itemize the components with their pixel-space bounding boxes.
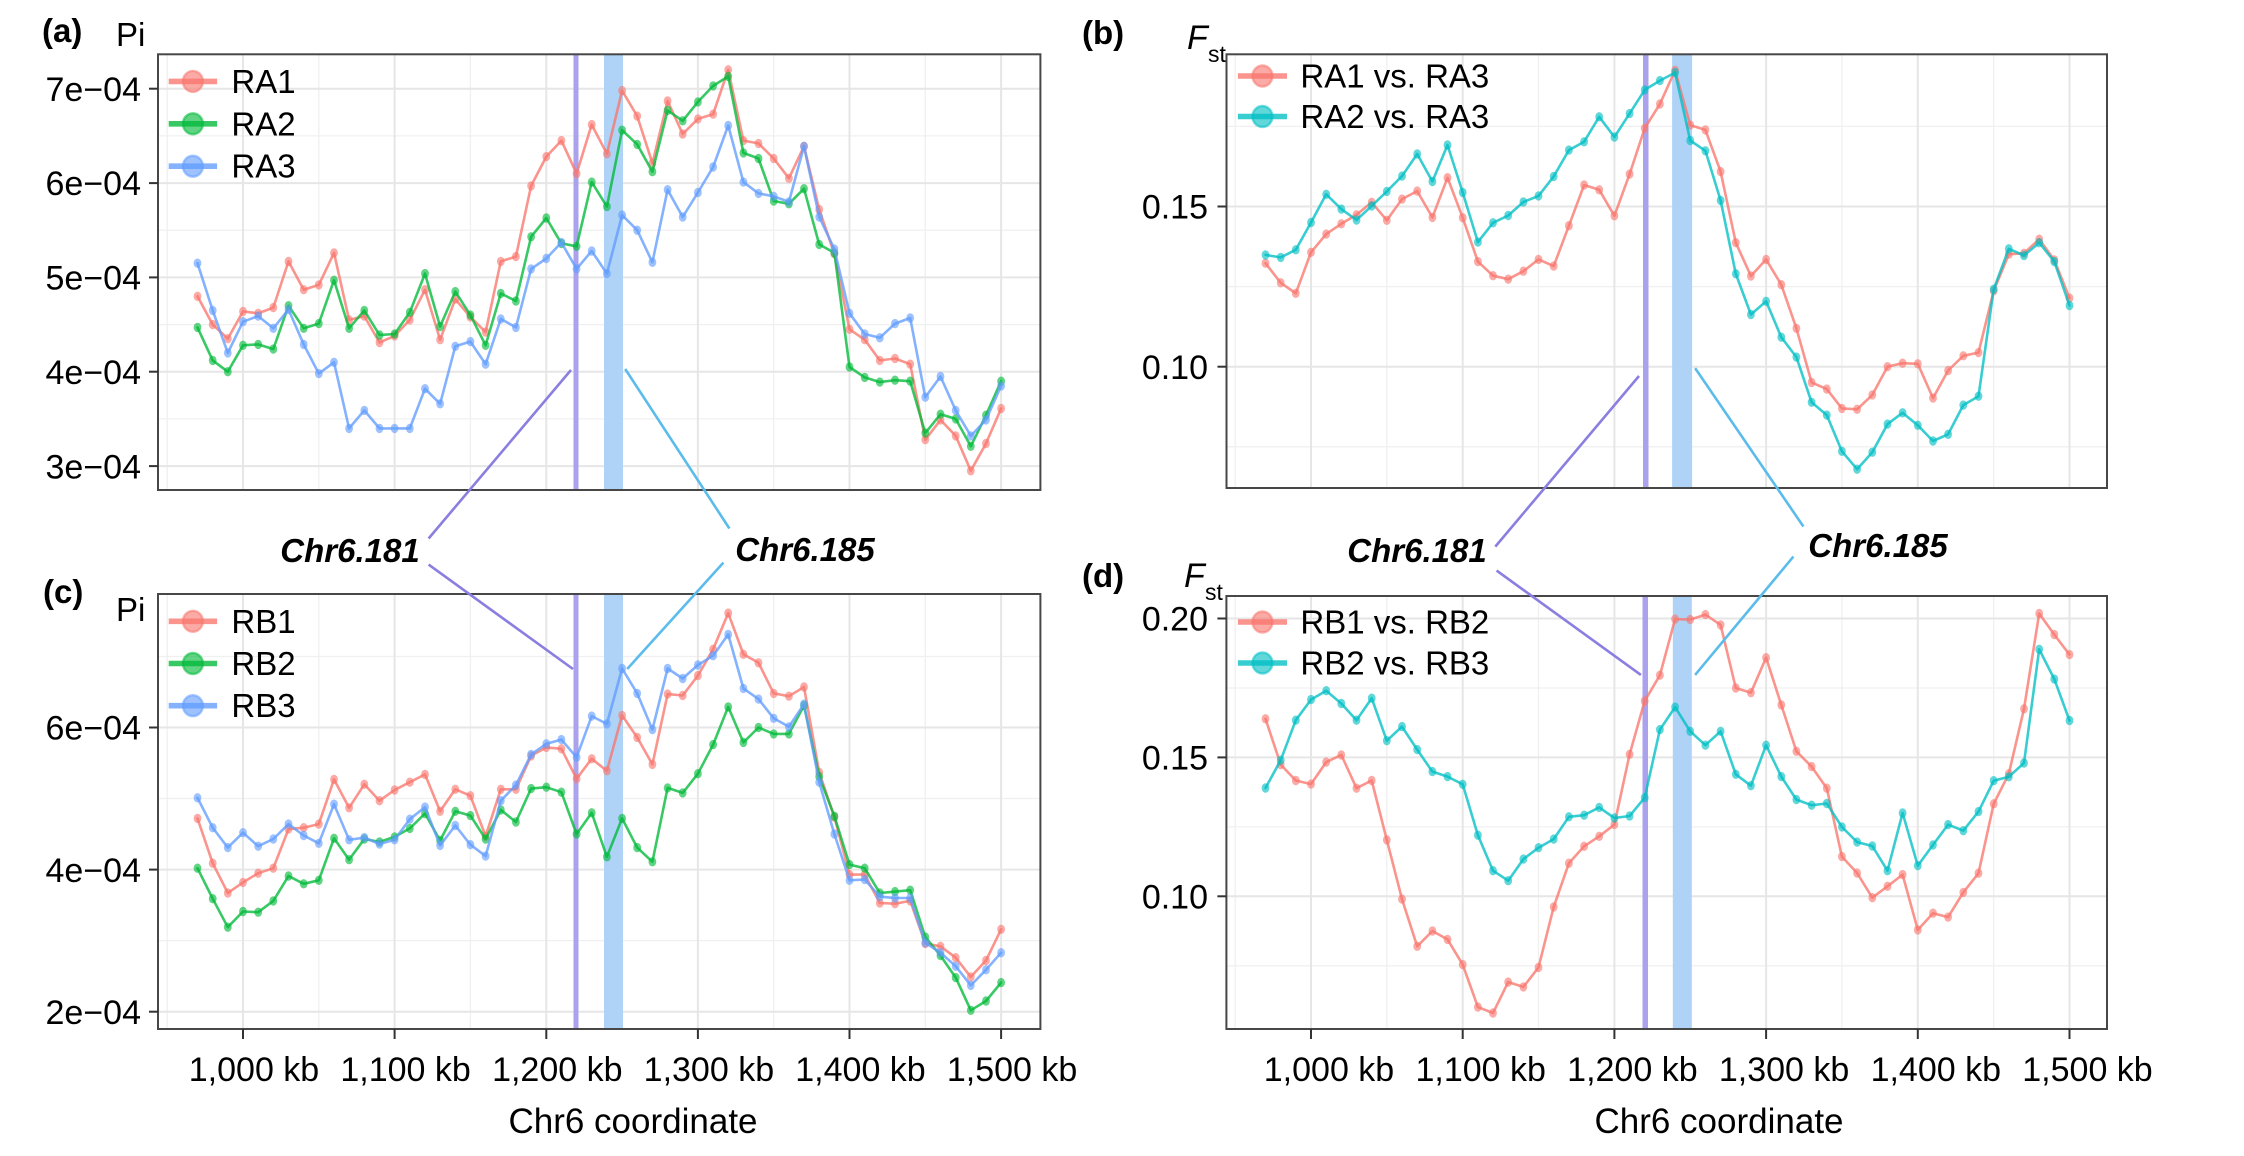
svg-text:0.10: 0.10 xyxy=(1142,349,1208,387)
svg-text:RB3: RB3 xyxy=(231,687,295,724)
svg-text:1,500 kb: 1,500 kb xyxy=(947,1051,1077,1089)
svg-text:1,500 kb: 1,500 kb xyxy=(2022,1051,2152,1089)
svg-text:Chr6 coordinate: Chr6 coordinate xyxy=(508,1102,757,1141)
svg-text:RB1 vs. RB2: RB1 vs. RB2 xyxy=(1300,604,1489,641)
svg-text:(d): (d) xyxy=(1082,557,1124,594)
svg-text:RA1 vs. RA3: RA1 vs. RA3 xyxy=(1300,58,1489,95)
svg-text:Chr6.181: Chr6.181 xyxy=(1347,532,1486,569)
svg-text:6e−04: 6e−04 xyxy=(46,710,142,748)
svg-text:6e−04: 6e−04 xyxy=(46,165,142,203)
svg-text:0.10: 0.10 xyxy=(1142,879,1208,917)
svg-text:0.15: 0.15 xyxy=(1142,189,1208,227)
svg-text:5e−04: 5e−04 xyxy=(46,260,142,298)
svg-text:RA2 vs. RA3: RA2 vs. RA3 xyxy=(1300,98,1489,135)
svg-text:RB2 vs. RB3: RB2 vs. RB3 xyxy=(1300,645,1489,682)
svg-text:(c): (c) xyxy=(43,573,83,610)
svg-text:0.15: 0.15 xyxy=(1142,740,1208,778)
svg-text:RB2: RB2 xyxy=(231,645,295,682)
svg-text:Chr6.181: Chr6.181 xyxy=(280,532,419,569)
svg-text:RA3: RA3 xyxy=(231,148,295,185)
svg-text:1,200 kb: 1,200 kb xyxy=(492,1051,622,1089)
svg-text:st: st xyxy=(1208,41,1227,67)
svg-text:Pi: Pi xyxy=(116,591,145,628)
svg-text:1,400 kb: 1,400 kb xyxy=(795,1051,925,1089)
svg-text:2e−04: 2e−04 xyxy=(46,994,142,1032)
svg-text:1,300 kb: 1,300 kb xyxy=(1719,1051,1849,1089)
svg-text:7e−04: 7e−04 xyxy=(46,71,142,109)
svg-text:1,100 kb: 1,100 kb xyxy=(1415,1051,1545,1089)
svg-text:1,000 kb: 1,000 kb xyxy=(1264,1051,1394,1089)
svg-text:(a): (a) xyxy=(42,12,82,49)
svg-text:F: F xyxy=(1184,557,1207,595)
svg-text:1,100 kb: 1,100 kb xyxy=(340,1051,470,1089)
svg-text:0.20: 0.20 xyxy=(1142,601,1208,639)
svg-text:Chr6.185: Chr6.185 xyxy=(1808,527,1948,564)
svg-text:(b): (b) xyxy=(1082,14,1124,51)
svg-text:Pi: Pi xyxy=(116,16,145,53)
svg-text:RB1: RB1 xyxy=(231,603,295,640)
svg-text:1,400 kb: 1,400 kb xyxy=(1871,1051,2001,1089)
svg-text:1,200 kb: 1,200 kb xyxy=(1567,1051,1697,1089)
svg-text:1,300 kb: 1,300 kb xyxy=(644,1051,774,1089)
svg-text:3e−04: 3e−04 xyxy=(46,448,142,486)
svg-text:RA1: RA1 xyxy=(231,63,295,100)
svg-text:RA2: RA2 xyxy=(231,105,295,142)
svg-text:Chr6 coordinate: Chr6 coordinate xyxy=(1594,1102,1843,1141)
svg-text:Chr6.185: Chr6.185 xyxy=(735,531,875,568)
svg-text:4e−04: 4e−04 xyxy=(46,354,142,392)
svg-text:F: F xyxy=(1187,19,1210,57)
svg-text:1,000 kb: 1,000 kb xyxy=(189,1051,319,1089)
svg-text:4e−04: 4e−04 xyxy=(46,852,142,890)
svg-text:st: st xyxy=(1205,579,1224,605)
